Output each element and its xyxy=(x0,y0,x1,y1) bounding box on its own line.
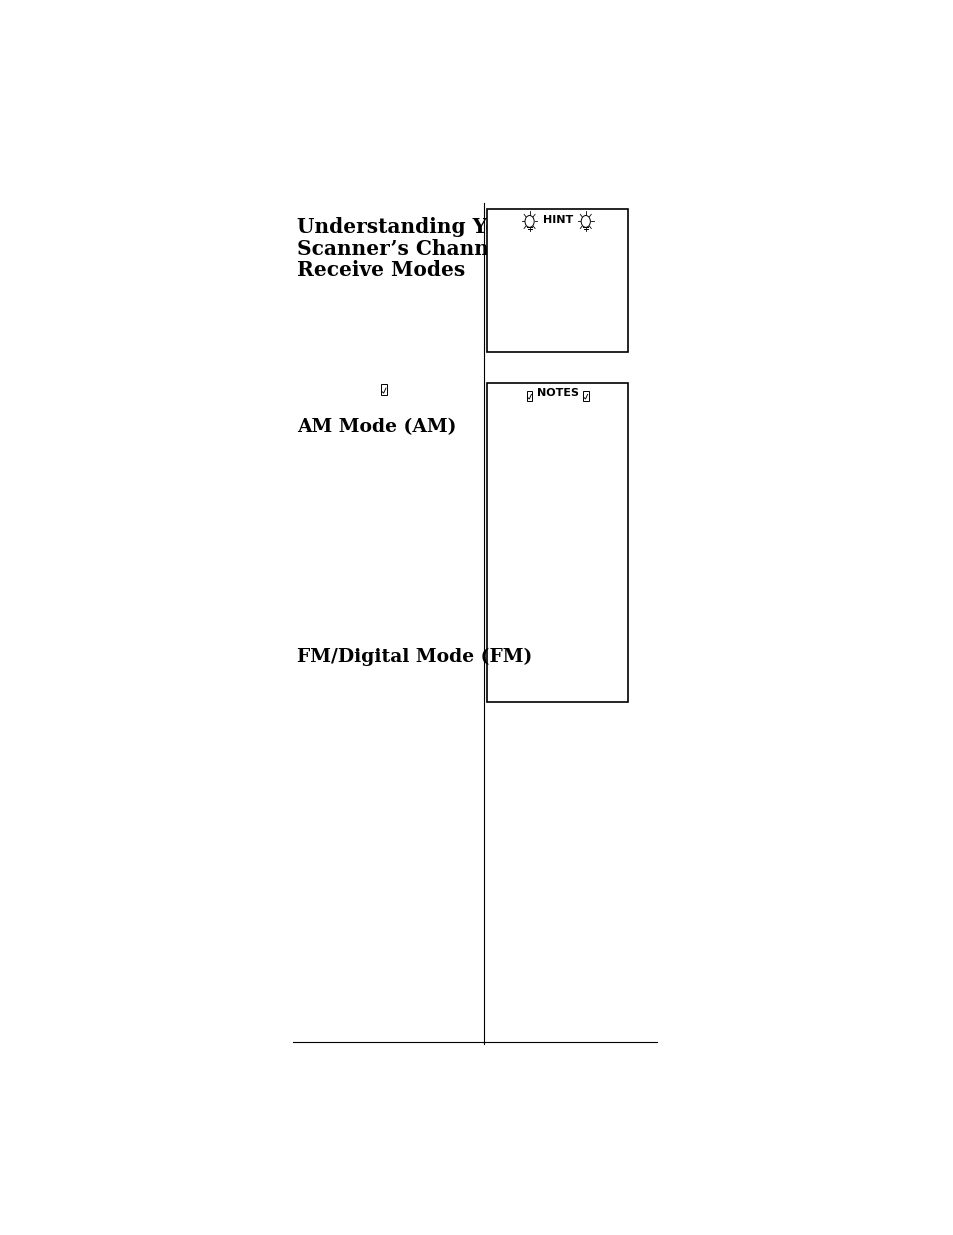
Bar xyxy=(487,383,627,701)
Bar xyxy=(380,384,387,395)
Bar xyxy=(526,390,532,400)
Text: Scanner’s Channel: Scanner’s Channel xyxy=(296,238,509,258)
Text: HINT: HINT xyxy=(542,215,572,225)
Text: NOTES: NOTES xyxy=(537,388,578,398)
Text: Receive Modes: Receive Modes xyxy=(296,261,464,280)
Text: AM Mode (AM): AM Mode (AM) xyxy=(296,419,456,436)
Bar xyxy=(487,209,627,352)
Text: Understanding Your: Understanding Your xyxy=(296,216,523,237)
Text: FM/Digital Mode (FM): FM/Digital Mode (FM) xyxy=(296,647,532,666)
Bar xyxy=(582,390,588,400)
